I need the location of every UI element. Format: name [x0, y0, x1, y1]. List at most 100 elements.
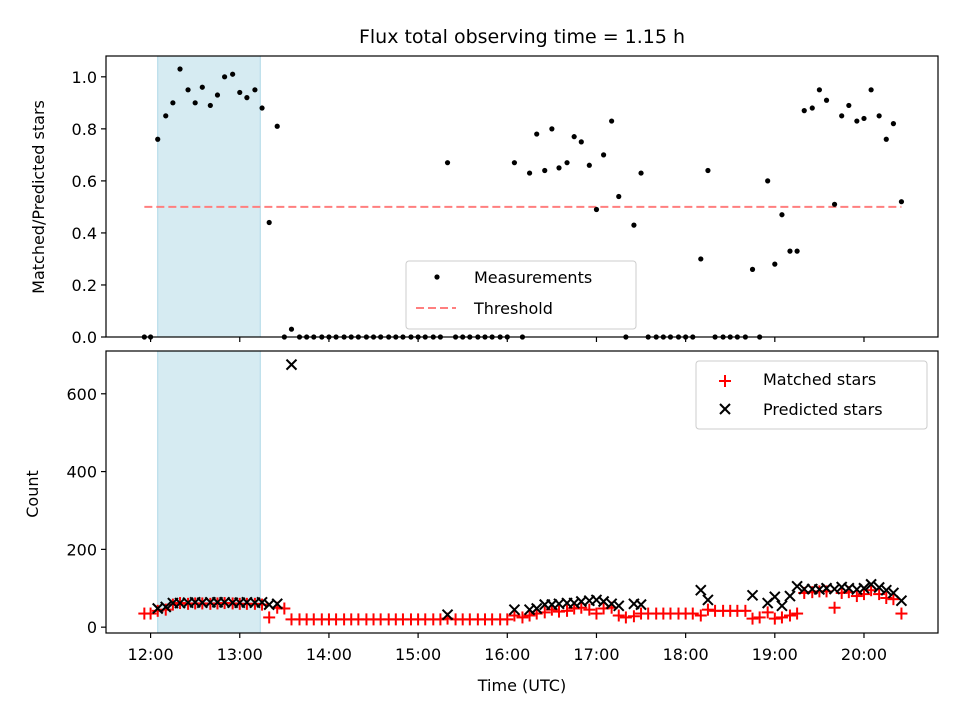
- predicted-star-point: [791, 580, 803, 593]
- predicted-star-point: [746, 589, 759, 601]
- threshold-legend-label: Threshold: [473, 299, 553, 318]
- predicted-star-point: [769, 591, 781, 603]
- measurement-point: [244, 95, 250, 101]
- predicted-legend-marker: [719, 403, 731, 415]
- measurement-point: [809, 105, 815, 111]
- matched-star-point: [850, 590, 863, 603]
- measurement-point: [898, 199, 905, 205]
- predicted-star-point: [702, 594, 714, 606]
- measurement-point: [177, 66, 183, 72]
- matched-star-point: [278, 602, 291, 615]
- matched-star-point: [694, 609, 707, 622]
- matched-legend-label: Matched stars: [763, 370, 876, 389]
- measurement-point: [616, 193, 622, 200]
- matched-star-point: [561, 604, 574, 617]
- measurement-point: [831, 201, 838, 207]
- measurement-point: [876, 113, 882, 119]
- matched-star-point: [739, 604, 752, 617]
- count-x-tick-label: 18:00: [663, 645, 709, 664]
- ratio-y-axis-ticks: 0.0 0.2 0.4 0.6 0.8 1.0: [72, 68, 106, 347]
- matched-star-point: [761, 606, 774, 619]
- predicted-star-point: [828, 583, 841, 595]
- predicted-star-point: [285, 358, 298, 371]
- predicted-star-point: [271, 598, 283, 610]
- ratio-y-axis-label: Matched/Predicted stars: [29, 100, 48, 294]
- measurement-point: [779, 212, 785, 218]
- ratio-y-tick-label: 0.4: [72, 224, 97, 243]
- measurement-point: [586, 162, 592, 168]
- matched-star-point: [686, 607, 699, 620]
- predicted-legend-label: Predicted stars: [763, 400, 883, 419]
- matched-star-point: [501, 613, 514, 626]
- matched-star-point: [583, 603, 596, 616]
- matched-star-point: [857, 588, 870, 601]
- matched-star-point: [895, 607, 908, 620]
- count-x-tick-label: 14:00: [306, 645, 352, 664]
- matched-star-point: [612, 609, 625, 622]
- count-y-tick-label: 400: [66, 463, 97, 482]
- matched-star-point: [768, 612, 781, 625]
- predicted-star-point: [695, 584, 707, 596]
- measurement-point: [794, 248, 800, 254]
- ratio-y-tick-label: 1.0: [72, 68, 97, 87]
- measurement-point: [556, 165, 562, 171]
- ratio-legend-box: [405, 260, 637, 330]
- count-x-tick-label: 16:00: [484, 645, 530, 664]
- measurements-legend-label: Measurements: [474, 268, 592, 287]
- measurement-point: [801, 108, 807, 114]
- measurement-points: [141, 66, 905, 340]
- measurement-point: [823, 97, 830, 103]
- predicted-star-point: [531, 602, 543, 615]
- matched-star-point: [775, 611, 788, 624]
- matched-star-point: [746, 612, 759, 625]
- measurement-point: [511, 160, 518, 166]
- measurement-point: [222, 74, 228, 80]
- count-panel: 0 200 400 600 12:00 13:00 14:00 15:00 16:00 17:0…: [23, 350, 939, 695]
- count-x-tick-label: 19:00: [752, 645, 798, 664]
- count-y-tick-label: 0: [87, 618, 97, 637]
- predicted-star-point: [895, 595, 908, 607]
- predicted-star-point: [160, 601, 172, 613]
- ratio-y-tick-label: 0.6: [72, 172, 97, 191]
- count-legend: Matched stars Predicted stars: [695, 360, 928, 430]
- matched-star-point: [516, 611, 529, 624]
- matched-star-point: [144, 607, 157, 620]
- measurement-point: [259, 105, 265, 111]
- count-x-tick-label: 13:00: [217, 645, 263, 664]
- measurement-point: [765, 178, 771, 184]
- measurement-point: [698, 256, 704, 262]
- ratio-y-tick-label: 0.0: [72, 328, 97, 347]
- count-x-axis-label: Time (UTC): [477, 676, 566, 695]
- ratio-plot-frame: [105, 55, 939, 338]
- measurements-legend-marker: [434, 274, 440, 280]
- measurement-point: [883, 136, 889, 142]
- matched-star-point: [887, 593, 900, 606]
- matched-star-point: [753, 611, 766, 624]
- measurement-point: [578, 139, 584, 145]
- matched-star-point: [791, 607, 804, 620]
- measurement-point: [214, 92, 221, 98]
- measurement-point: [890, 121, 897, 127]
- predicted-star-point: [605, 598, 618, 610]
- count-y-tick-label: 600: [66, 385, 97, 404]
- matched-legend-marker: [719, 375, 731, 387]
- ratio-y-tick-label: 0.2: [72, 276, 97, 295]
- measurement-point: [199, 84, 205, 90]
- measurement-point: [772, 261, 778, 267]
- measurement-point: [749, 266, 756, 272]
- predicted-star-point: [613, 600, 625, 612]
- observing-window-span-bottom: [157, 350, 261, 634]
- predicted-star-point: [865, 578, 877, 591]
- predicted-star-point: [858, 582, 870, 594]
- measurement-point: [571, 134, 577, 140]
- measurement-point: [638, 170, 644, 176]
- measurement-point: [534, 131, 540, 137]
- predicted-star-point: [508, 603, 521, 616]
- measurement-point: [288, 326, 295, 332]
- matched-star-point: [523, 609, 536, 622]
- measurement-point: [631, 222, 637, 228]
- count-y-tick-label: 200: [66, 540, 97, 559]
- measurement-point: [192, 100, 198, 106]
- predicted-star-point: [784, 590, 796, 602]
